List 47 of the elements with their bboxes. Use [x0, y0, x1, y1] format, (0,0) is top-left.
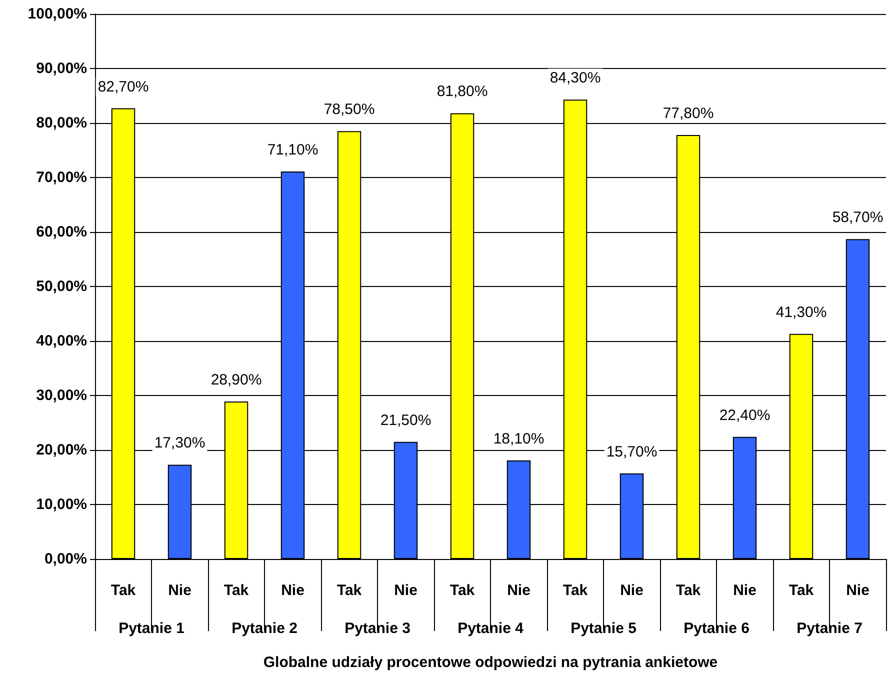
- text: Pytanie 3: [344, 620, 410, 637]
- y-tick-label: 0,00%: [44, 550, 87, 568]
- y-tick-label: 10,00%: [36, 496, 87, 513]
- data-label: 58,70%: [832, 209, 884, 226]
- x-tick-label: Nie: [620, 582, 644, 599]
- x-tick-label: Tak: [676, 582, 702, 599]
- text: Pytanie 4: [458, 620, 524, 637]
- y-tick-label: 70,00%: [36, 169, 87, 186]
- y-tick-label: 40,00%: [36, 332, 87, 350]
- data-label: 28,90%: [210, 371, 262, 388]
- x-tick-label: Nie: [733, 582, 756, 599]
- x-tick-label: Tak: [224, 582, 250, 599]
- text: Pytanie 6: [684, 620, 750, 637]
- text: Pytanie 5: [570, 620, 636, 637]
- data-label: 81,80%: [436, 83, 488, 100]
- data-label: 77,80%: [662, 104, 714, 122]
- x-tick-label: Nie: [281, 582, 304, 599]
- text: Pytanie 2: [232, 620, 298, 637]
- y-tick-label: 100,00%: [28, 6, 87, 22]
- y-tick-label: 50,00%: [36, 278, 87, 295]
- x-tick-label: Tak: [336, 582, 362, 599]
- data-label: 78,50%: [324, 101, 375, 118]
- data-label: 18,10%: [493, 430, 544, 448]
- data-label: 15,70%: [606, 443, 658, 460]
- x-tick-label: Tak: [788, 582, 814, 599]
- x-tick-label: Nie: [394, 582, 418, 599]
- text: Pytanie 1: [118, 620, 184, 637]
- x-tick-label: Nie: [846, 582, 870, 599]
- x-tick-label: Tak: [110, 582, 136, 599]
- x-tick-label: Tak: [450, 582, 476, 599]
- x-axis-title: Globalne udziały procentowe odpowiedzi na pytrania ankietowe: [263, 654, 718, 671]
- x-tick-label: Nie: [168, 582, 192, 599]
- data-label: 41,30%: [776, 304, 827, 321]
- data-label: 71,10%: [267, 142, 318, 159]
- y-tick-label: 80,00%: [36, 114, 87, 132]
- y-tick-label: 20,00%: [36, 442, 87, 458]
- data-label: 82,70%: [98, 78, 149, 96]
- y-tick-label: 90,00%: [36, 60, 87, 77]
- data-label: 17,30%: [154, 434, 206, 452]
- data-label: 21,50%: [380, 412, 432, 429]
- data-label: 84,30%: [550, 70, 601, 87]
- y-tick-label: 30,00%: [36, 387, 87, 404]
- data-label: 22,40%: [719, 406, 770, 424]
- y-tick-label: 60,00%: [36, 224, 87, 240]
- x-tick-label: Tak: [562, 582, 588, 599]
- text: Pytanie 7: [796, 620, 862, 637]
- x-tick-label: Nie: [507, 582, 530, 599]
